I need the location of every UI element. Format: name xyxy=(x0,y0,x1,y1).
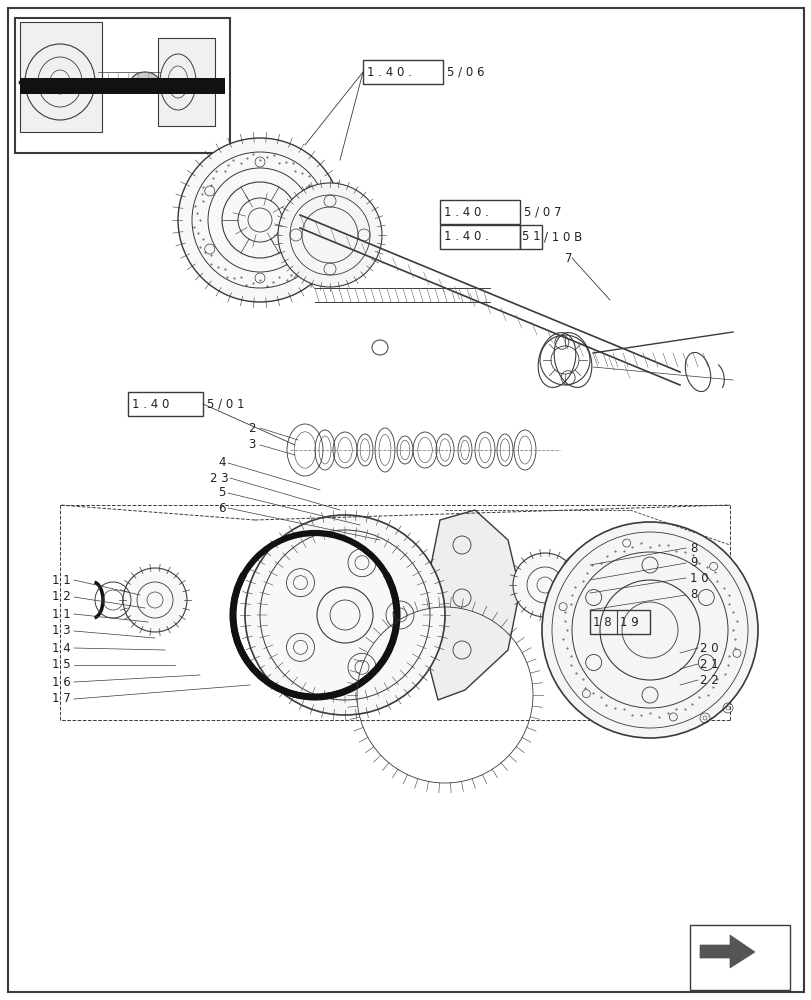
Circle shape xyxy=(277,183,381,287)
Bar xyxy=(440,225,519,249)
Text: 2 3: 2 3 xyxy=(210,472,229,485)
Polygon shape xyxy=(424,510,519,700)
Text: 4: 4 xyxy=(217,456,225,470)
Circle shape xyxy=(122,568,187,632)
Text: 5 1: 5 1 xyxy=(521,231,540,243)
Text: 5 / 0 6: 5 / 0 6 xyxy=(446,66,484,79)
Bar xyxy=(363,60,443,84)
Text: 5 / 0 1: 5 / 0 1 xyxy=(207,397,244,410)
Text: 1 . 4 0 .: 1 . 4 0 . xyxy=(444,206,488,219)
Text: 1 0: 1 0 xyxy=(689,572,708,584)
Ellipse shape xyxy=(668,575,680,595)
Text: 2: 2 xyxy=(247,422,255,434)
Circle shape xyxy=(513,553,577,617)
Text: 6: 6 xyxy=(217,502,225,514)
Bar xyxy=(128,392,203,416)
Bar xyxy=(158,38,215,126)
Text: 1 7: 1 7 xyxy=(52,692,71,706)
Text: 1 . 4 0: 1 . 4 0 xyxy=(132,397,169,410)
Bar xyxy=(20,78,225,94)
Circle shape xyxy=(245,515,444,715)
Text: 7: 7 xyxy=(564,251,572,264)
Text: 9: 9 xyxy=(689,556,697,570)
Bar xyxy=(440,200,519,224)
Bar xyxy=(20,22,102,132)
Text: 8: 8 xyxy=(689,542,697,554)
Text: 2 2: 2 2 xyxy=(699,674,718,686)
Text: 1 1: 1 1 xyxy=(52,574,71,586)
Text: 2 1: 2 1 xyxy=(699,658,718,670)
Ellipse shape xyxy=(131,72,159,92)
Bar xyxy=(590,610,649,634)
Text: 1 4: 1 4 xyxy=(52,642,71,654)
Circle shape xyxy=(178,138,341,302)
Bar xyxy=(689,925,789,990)
Text: 1 2: 1 2 xyxy=(52,590,71,603)
Circle shape xyxy=(541,522,757,738)
Text: 1 . 4 0 .: 1 . 4 0 . xyxy=(367,66,411,79)
Text: 8: 8 xyxy=(689,588,697,601)
Text: 3: 3 xyxy=(247,438,255,452)
Polygon shape xyxy=(699,935,754,968)
Text: 2 0: 2 0 xyxy=(699,642,718,654)
Text: / 1 0 B: / 1 0 B xyxy=(543,231,581,243)
Text: 5: 5 xyxy=(217,487,225,499)
Text: 1 8: 1 8 xyxy=(592,615,611,629)
Text: 1 3: 1 3 xyxy=(52,624,71,638)
Text: 1 9: 1 9 xyxy=(620,615,638,629)
Text: 1 6: 1 6 xyxy=(52,676,71,688)
Text: 5 / 0 7: 5 / 0 7 xyxy=(523,206,561,219)
Text: 1 1: 1 1 xyxy=(52,607,71,620)
Text: 1 5: 1 5 xyxy=(52,658,71,672)
Bar xyxy=(519,225,541,249)
Bar xyxy=(15,18,230,153)
Text: 1 . 4 0 .: 1 . 4 0 . xyxy=(444,231,488,243)
